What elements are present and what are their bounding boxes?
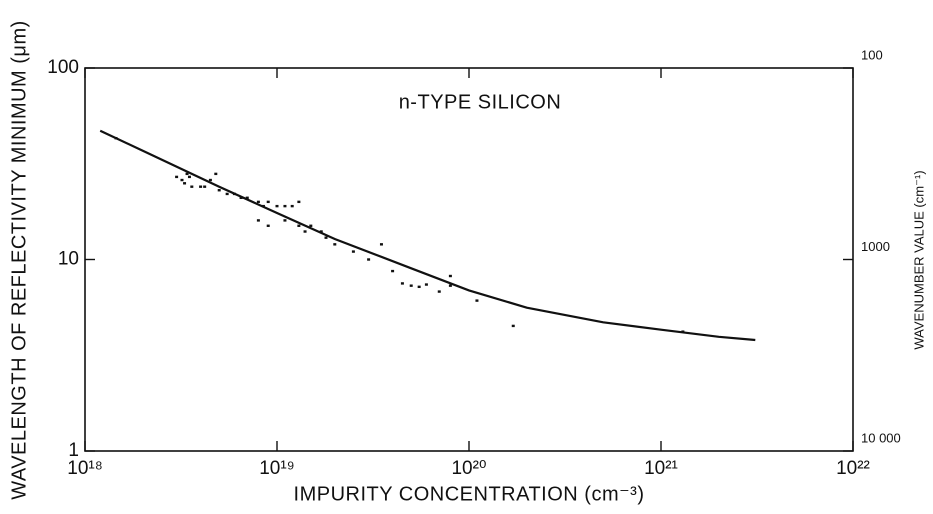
- data-point: [183, 182, 187, 185]
- data-point: [379, 243, 383, 246]
- fit-curve: [99, 129, 756, 342]
- data-point: [400, 282, 404, 285]
- x-tick-label: 10²²: [836, 458, 870, 479]
- data-point: [319, 230, 323, 233]
- data-point: [437, 290, 441, 293]
- data-point: [199, 185, 203, 188]
- data-point: [324, 236, 328, 239]
- y-tick-label: 100: [47, 57, 79, 78]
- data-point: [245, 196, 249, 199]
- data-point: [303, 230, 307, 233]
- data-point: [261, 204, 265, 208]
- y-tick-label: 1: [68, 440, 79, 461]
- data-point: [511, 324, 515, 328]
- data-point: [351, 250, 355, 253]
- x-tick-label: 10¹⁸: [67, 458, 102, 479]
- data-point: [297, 200, 301, 204]
- data-point: [208, 178, 212, 182]
- data-point: [333, 243, 337, 246]
- data-point: [217, 189, 221, 192]
- plot-frame: [84, 67, 854, 452]
- x-tick-label: 10²⁰: [451, 458, 486, 479]
- data-point: [266, 200, 270, 204]
- data-point: [190, 185, 194, 188]
- data-point: [309, 224, 313, 227]
- data-point: [187, 175, 191, 179]
- data-point: [175, 175, 179, 179]
- x-tick-label: 10²¹: [644, 458, 678, 479]
- y-tick-label: 10: [58, 249, 79, 270]
- annotation: n-TYPE SILICON: [399, 91, 562, 113]
- data-point: [203, 185, 207, 188]
- y2-axis-label: WAVENUMBER VALUE (cm⁻¹): [911, 170, 926, 349]
- data-point: [256, 219, 260, 222]
- data-point: [424, 283, 428, 286]
- data-point: [180, 178, 184, 182]
- data-point: [297, 224, 301, 227]
- data-point: [214, 172, 218, 176]
- data-point: [225, 192, 229, 196]
- data-point: [367, 258, 371, 261]
- data-point: [475, 299, 479, 302]
- x-tick-label: 10¹⁹: [259, 458, 295, 479]
- y2-tick-label: 10 000: [861, 430, 901, 445]
- data-point: [239, 196, 243, 199]
- data-point: [114, 136, 118, 140]
- data-point: [256, 200, 260, 204]
- data-point: [681, 330, 685, 333]
- data-point: [185, 172, 189, 176]
- y2-tick-label: 1000: [861, 239, 890, 254]
- data-point: [266, 224, 270, 227]
- data-point: [409, 284, 413, 287]
- x-axis-label: IMPURITY CONCENTRATION (cm⁻³): [294, 483, 645, 505]
- data-point: [283, 219, 287, 222]
- data-point: [417, 285, 421, 289]
- y-axis-label: WAVELENGTH OF REFLECTIVITY MINIMUM (μm): [8, 20, 30, 500]
- data-point: [448, 284, 452, 287]
- data-point: [232, 192, 236, 196]
- y2-tick-label: 100: [861, 47, 883, 62]
- data-point: [391, 269, 395, 273]
- data-point: [448, 274, 452, 278]
- data-point: [275, 204, 279, 208]
- data-point: [290, 204, 294, 208]
- data-point: [283, 204, 287, 208]
